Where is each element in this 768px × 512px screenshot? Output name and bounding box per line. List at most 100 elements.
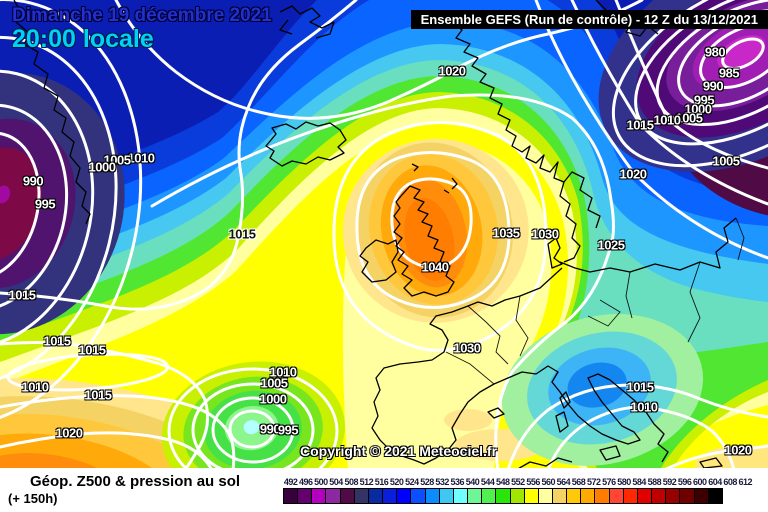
legend-value: 588 [647,477,662,487]
legend-swatch [651,488,667,504]
legend-value: 544 [480,477,495,487]
legend-swatch [707,488,723,504]
pressure-label: 1005 [712,153,740,169]
pressure-label: 1015 [43,333,71,349]
pressure-label: 1010 [269,364,297,380]
pressure-label: 1005 [103,152,131,168]
pressure-label: 1015 [84,387,112,403]
legend-swatch [665,488,681,504]
legend-value: 592 [662,477,677,487]
pressure-label: 990 [702,78,724,94]
legend-value: 516 [374,477,389,487]
legend-swatch [396,488,412,504]
pressure-label: 1030 [453,340,481,356]
legend-swatch [679,488,695,504]
pressure-label: 1020 [438,63,466,79]
pressure-label: 1035 [492,225,520,241]
legend-value: 564 [556,477,571,487]
legend-value: 492 [283,477,298,487]
legend-swatch [594,488,610,504]
legend-value: 504 [329,477,343,487]
pressure-label: 1000 [259,391,287,407]
legend-value: 536 [450,477,465,487]
pressure-label: 995 [693,92,715,108]
legend-value: 508 [344,477,358,487]
legend-value: 580 [617,477,631,487]
pressure-label: 1040 [421,259,449,275]
legend-swatch [452,488,469,504]
legend-value: 512 [359,477,374,487]
legend-value: 548 [496,477,510,487]
pressure-label: 995 [277,422,299,438]
legend-value: 612 [738,477,753,487]
legend-value: 568 [571,477,586,487]
pressure-label: 1030 [531,226,559,242]
footer-bar: Géop. Z500 & pression au sol (+ 150h) 49… [0,468,768,512]
copyright-text: Copyright © 2021 Meteociel.fr [300,443,498,459]
legend-swatch [636,488,653,504]
legend-swatch [467,488,483,504]
legend-swatch [537,488,553,504]
legend-value: 524 [405,477,419,487]
pressure-label: 985 [718,65,740,81]
legend-value: 532 [435,477,449,487]
pressure-label: 1020 [619,166,647,182]
legend-value: 496 [298,477,313,487]
pressure-label: 1000 [88,159,116,175]
pressure-label: 1010 [127,150,155,166]
legend-value: 608 [723,477,737,487]
pressure-label: 1015 [78,342,106,358]
pressure-label: 1015 [8,287,36,303]
legend-value: 560 [541,477,555,487]
legend-swatch [311,488,327,504]
pressure-label: 1020 [55,425,83,441]
pressure-label: 1010 [653,112,681,128]
legend-value: 500 [314,477,328,487]
map-parameter-title: Géop. Z500 & pression au sol [30,473,241,490]
legend-value: 528 [420,477,434,487]
pressure-label: 1010 [21,379,49,395]
legend-value: 604 [708,477,722,487]
local-time-label: 20:00 locale [12,25,154,53]
legend-color-scale [283,488,723,504]
legend-swatch [481,488,497,504]
legend-swatch [367,488,384,504]
legend-value: 576 [602,477,616,487]
pressure-label: 1015 [626,379,654,395]
pressure-label: 1020 [724,442,752,458]
pressure-label: 995 [34,196,56,212]
legend-value: 600 [693,477,707,487]
legend-swatch [693,488,709,504]
pressure-label: 1025 [597,237,625,253]
legend-value: 584 [632,477,646,487]
legend-swatch [580,488,596,504]
legend-swatch [339,488,355,504]
legend-swatch [495,488,511,504]
pressure-label: 990 [22,173,44,189]
legend-value: 540 [465,477,480,487]
pressure-label: 1000 [684,101,712,117]
pressure-label: 1005 [260,375,288,391]
legend-swatch [283,488,299,504]
pressure-label: 1005 [675,110,703,126]
legend-value: 596 [677,477,692,487]
pressure-label: 1015 [228,226,256,242]
pressure-label: 1010 [630,399,658,415]
legend-value: 520 [389,477,404,487]
legend-swatch [551,488,568,504]
legend-swatch [523,488,539,504]
legend-swatch [297,488,313,504]
legend-swatch [622,488,638,504]
date-label: Dimanche 19 décembre 2021 [12,5,272,26]
forecast-lead-time: (+ 150h) [8,491,58,506]
legend-swatch [325,488,341,504]
pressure-label: 1015 [626,117,654,133]
country-borders [445,217,745,385]
legend-swatch [509,488,525,504]
coastlines [13,0,737,468]
legend-swatch [353,488,369,504]
isobar-contours [0,0,768,468]
legend-swatch [424,488,440,504]
map-svg [0,0,768,468]
